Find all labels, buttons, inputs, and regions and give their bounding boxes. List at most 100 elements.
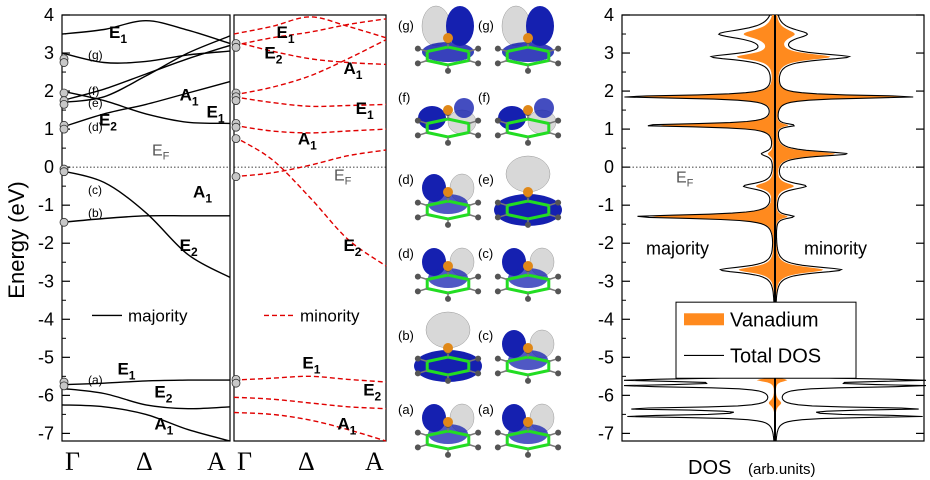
gamma-state-marker [59, 58, 69, 67]
vanadium-atom [443, 261, 453, 271]
hydrogen-atom [494, 273, 501, 280]
y-tick-label: 4 [44, 5, 54, 25]
band-line [233, 40, 387, 66]
orbital-lobe [508, 350, 548, 370]
symmetry-label: E2 [343, 236, 361, 259]
dos-y-tick-label: -5 [598, 347, 614, 367]
dos-y-tick-label: -3 [598, 271, 614, 291]
dos-x-label: DOS [688, 457, 731, 479]
dos-y-tick-label: -4 [598, 309, 614, 329]
orbital-images: (g) (g) (f) (f) (d) (e) (d) (c) (b) (c) (a) (a) [398, 5, 562, 458]
legend-label-vanadium: Vanadium [730, 309, 819, 331]
hydrogen-atom [525, 295, 531, 302]
hydrogen-atom [445, 139, 451, 146]
hydrogen-atom [555, 45, 562, 52]
band-legend-label: minority [300, 306, 360, 325]
hydrogen-atom [414, 288, 421, 295]
dos-plot: 4 3 2 1 0 -1 -2 -3 -4 -5 -6 -7 EF majority minority Van… [598, 5, 927, 443]
y-tick-label: -2 [38, 233, 54, 253]
band-legend-label: majority [128, 306, 188, 325]
band-line [61, 80, 231, 128]
x-tick-delta-left: Δ [136, 447, 153, 476]
vanadium-atom [523, 33, 533, 43]
hydrogen-atom [555, 429, 562, 436]
orbital-lobe [428, 194, 468, 214]
hydrogen-atom [414, 444, 421, 451]
hydrogen-atom [414, 355, 421, 362]
band-line [61, 214, 230, 223]
majority-bands-frame [61, 14, 231, 442]
band-line [233, 411, 387, 442]
hydrogen-atom [494, 429, 501, 436]
symmetry-label: E1 [302, 354, 320, 377]
orbital-lobe [505, 155, 551, 193]
hydrogen-atom [414, 45, 421, 52]
symmetry-label: A1 [343, 59, 362, 82]
hydrogen-atom [475, 45, 482, 52]
orbital-lobe [422, 42, 474, 62]
band-line [233, 136, 387, 267]
energy-axis-ticks: 4 3 2 1 0 -1 -2 -3 -4 -5 -6 -7 [38, 5, 70, 443]
orbital-lobe [502, 42, 554, 62]
band-line [233, 124, 387, 134]
hydrogen-atom [494, 355, 501, 362]
hydrogen-atom [555, 117, 562, 124]
hydrogen-atom [475, 199, 482, 206]
x-tick-gamma-right: Γ [237, 447, 252, 476]
dos-y-tick-label: 4 [604, 5, 614, 25]
orbital-label: (a) [398, 402, 414, 417]
orbital-label: (c) [478, 328, 493, 343]
hydrogen-atom [555, 355, 562, 362]
symmetry-label: A1 [180, 86, 199, 109]
symmetry-label: A1 [298, 129, 317, 152]
state-label: (b) [88, 206, 103, 220]
gamma-state-marker [59, 88, 69, 98]
state-label: (g) [88, 48, 103, 62]
y-tick-label: 3 [44, 43, 54, 63]
vanadium-atom [443, 343, 453, 353]
hydrogen-atom [555, 288, 562, 295]
orbital-lobe [508, 424, 548, 444]
minority-annotation: minority [804, 239, 867, 259]
hydrogen-atom [494, 214, 501, 221]
symmetry-label: A1 [193, 183, 212, 206]
band-line [233, 149, 387, 178]
hydrogen-atom [494, 45, 501, 52]
state-label: (f) [88, 84, 99, 98]
hydrogen-atom [475, 214, 482, 221]
hydrogen-atom [414, 273, 421, 280]
y-tick-label: -1 [38, 195, 54, 215]
hydrogen-atom [414, 132, 421, 139]
dos-y-tick-label: -1 [598, 195, 614, 215]
hydrogen-atom [555, 214, 562, 221]
state-label: (a) [88, 373, 103, 387]
x-tick-a-right: A [365, 447, 384, 476]
dos-y-tick-label: -7 [598, 423, 614, 443]
hydrogen-atom [445, 221, 451, 228]
hydrogen-atom [445, 295, 451, 302]
symmetry-label: E2 [180, 236, 198, 259]
dos-x-label-unit: (arb.units) [748, 461, 816, 478]
hydrogen-atom [494, 117, 501, 124]
gamma-state-marker [231, 122, 241, 132]
gamma-state-marker [59, 99, 69, 109]
symmetry-label: E2 [363, 380, 381, 403]
y-tick-label: -7 [38, 423, 54, 443]
symmetry-label: E1 [277, 23, 295, 46]
hydrogen-atom [414, 60, 421, 67]
band-line [61, 379, 231, 386]
hydrogen-atom [445, 377, 451, 384]
symmetry-label: E1 [206, 103, 224, 126]
hydrogen-atom [414, 214, 421, 221]
y-tick-label: -3 [38, 271, 54, 291]
symmetry-label: E1 [117, 359, 135, 382]
band-line [233, 18, 387, 47]
gamma-state-marker [231, 172, 241, 182]
band-line [61, 170, 231, 279]
orbital-lobe [494, 194, 562, 226]
band-line [61, 90, 231, 125]
hydrogen-atom [414, 117, 421, 124]
hydrogen-atom [445, 67, 451, 74]
vanadium-atom [523, 105, 533, 115]
